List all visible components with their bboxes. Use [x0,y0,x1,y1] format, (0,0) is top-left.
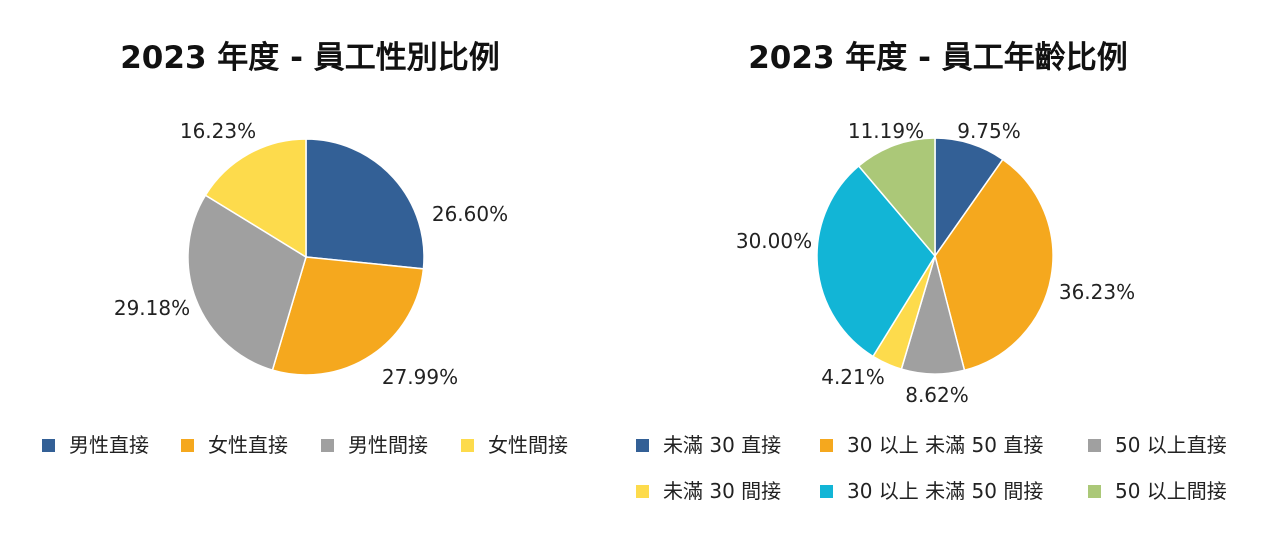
legend-swatch [1088,485,1101,498]
chart-title: 2023 年度 - 員工性別比例 [120,40,500,76]
legend-label: 女性間接 [488,433,568,457]
legend-label: 50 以上直接 [1115,433,1227,457]
legend-swatch [636,439,649,452]
data-label: 8.62% [905,383,969,407]
legend-label: 30 以上 未滿 50 間接 [847,479,1043,503]
pie-slice [857,137,936,259]
data-label: 30.00% [736,229,812,253]
pie-chart-2: 2023 年度 - 員工年齡比例 9.75% 36.23% 8.62% 4.21% 30.… [636,40,1227,503]
pie-slice [305,138,425,270]
legend-swatch [820,485,833,498]
legend-item: 未滿 30 直接 [636,433,781,457]
legend-item: 男性間接 [321,433,428,457]
legend-swatch [321,439,334,452]
pie-slice [204,138,307,259]
legend-item: 未滿 30 間接 [636,479,781,503]
data-label: 29.18% [114,296,190,320]
pie-slice [271,256,425,376]
legend-swatch [636,485,649,498]
legend-item: 男性直接 [42,433,149,457]
legend-swatch [820,439,833,452]
legend-swatch [42,439,55,452]
pie-slice [934,158,1054,372]
legend-label: 男性間接 [348,433,428,457]
legend-item: 30 以上 未滿 50 直接 [820,433,1043,457]
data-label: 36.23% [1059,280,1135,304]
legend-label: 未滿 30 直接 [663,433,781,457]
legend-swatch [1088,439,1101,452]
data-label: 9.75% [957,119,1021,143]
legend-label: 30 以上 未滿 50 直接 [847,433,1043,457]
data-label: 11.19% [848,119,924,143]
legend-item: 50 以上間接 [1088,479,1227,503]
data-label: 4.21% [821,365,885,389]
legend-item: 30 以上 未滿 50 間接 [820,479,1043,503]
chart-title: 2023 年度 - 員工年齡比例 [748,40,1128,76]
legend-label: 未滿 30 間接 [663,479,781,503]
legend-item: 50 以上直接 [1088,433,1227,457]
legend-swatch [181,439,194,452]
legend-item: 女性直接 [181,433,288,457]
data-label: 16.23% [180,119,256,143]
legend-item: 女性間接 [461,433,568,457]
legend-label: 男性直接 [69,433,149,457]
pie-slice [816,164,936,358]
legend-label: 50 以上間接 [1115,479,1227,503]
data-label: 27.99% [382,365,458,389]
legend-label: 女性直接 [208,433,288,457]
legend-swatch [461,439,474,452]
pie-chart-1: 2023 年度 - 員工性別比例 26.60% 27.99% 29.18% 16.23%… [42,40,568,457]
data-label: 26.60% [432,202,508,226]
